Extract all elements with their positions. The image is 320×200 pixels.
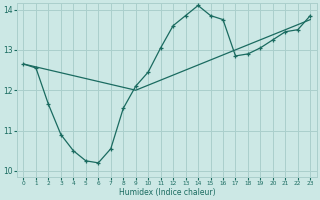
X-axis label: Humidex (Indice chaleur): Humidex (Indice chaleur) bbox=[119, 188, 215, 197]
